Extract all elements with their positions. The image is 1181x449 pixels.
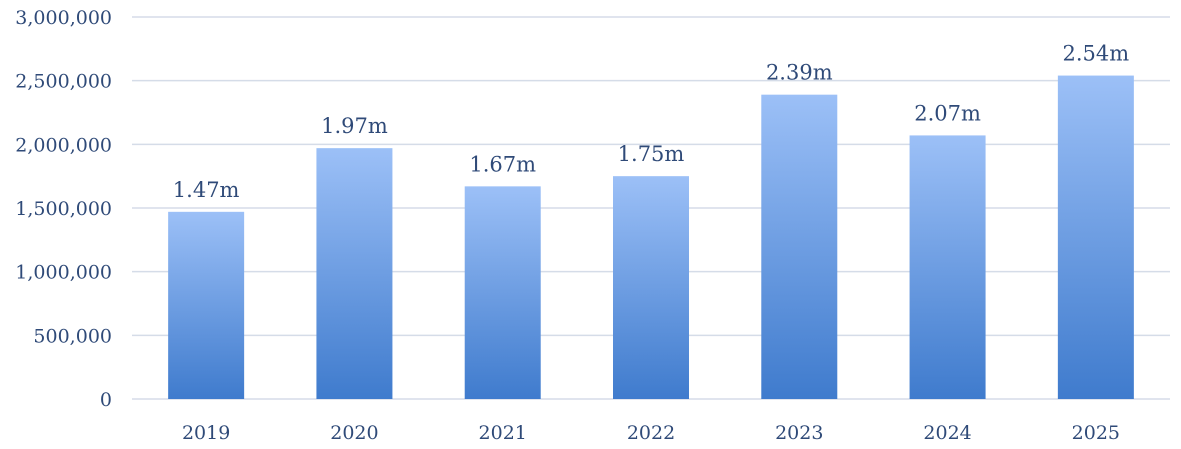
y-axis-tick-labels: 0 500,000 1,000,000 1,500,000 2,000,000 2,500… [15,7,112,411]
x-tick-label-2025: 2025 [1072,422,1120,444]
data-label-2025: 2.54m [1063,42,1130,66]
data-label-2020: 1.97m [321,114,388,138]
data-label-2024: 2.07m [914,101,981,125]
bar-2019 [168,211,245,399]
data-label-2021: 1.67m [469,152,536,176]
x-tick-label-2021: 2021 [479,422,527,444]
data-label-2019: 1.47m [173,178,240,202]
bar-2021 [464,186,541,399]
data-labels: 1.47m 1.97m 1.67m 1.75m 2.39m 2.07m 2.54m [173,42,1129,202]
x-tick-label-2024: 2024 [923,422,971,444]
bars [168,75,1134,400]
bar-2020 [316,148,393,399]
bar-2024 [909,135,986,400]
y-tick-label: 1,000,000 [15,262,112,284]
y-tick-label: 2,000,000 [15,134,112,156]
y-tick-label: 3,000,000 [15,7,112,29]
x-tick-label-2022: 2022 [627,422,675,444]
y-tick-label: 500,000 [33,325,112,347]
y-tick-label: 1,500,000 [15,198,112,220]
x-tick-label-2023: 2023 [775,422,823,444]
bar-2022 [613,176,689,399]
y-tick-label: 2,500,000 [15,71,112,93]
x-tick-label-2020: 2020 [330,422,378,444]
data-label-2022: 1.75m [618,142,685,166]
data-label-2023: 2.39m [766,61,833,85]
y-tick-label: 0 [100,389,112,411]
x-tick-label-2019: 2019 [182,422,230,444]
bar-2023 [761,94,838,399]
bar-2025 [1057,75,1134,399]
x-axis-tick-labels: 2019 2020 2021 2022 2023 2024 2025 [182,422,1120,444]
